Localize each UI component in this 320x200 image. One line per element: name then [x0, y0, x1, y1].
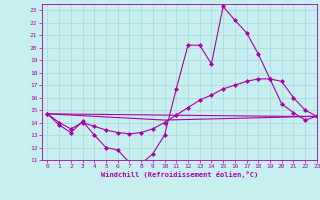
X-axis label: Windchill (Refroidissement éolien,°C): Windchill (Refroidissement éolien,°C)	[100, 171, 258, 178]
